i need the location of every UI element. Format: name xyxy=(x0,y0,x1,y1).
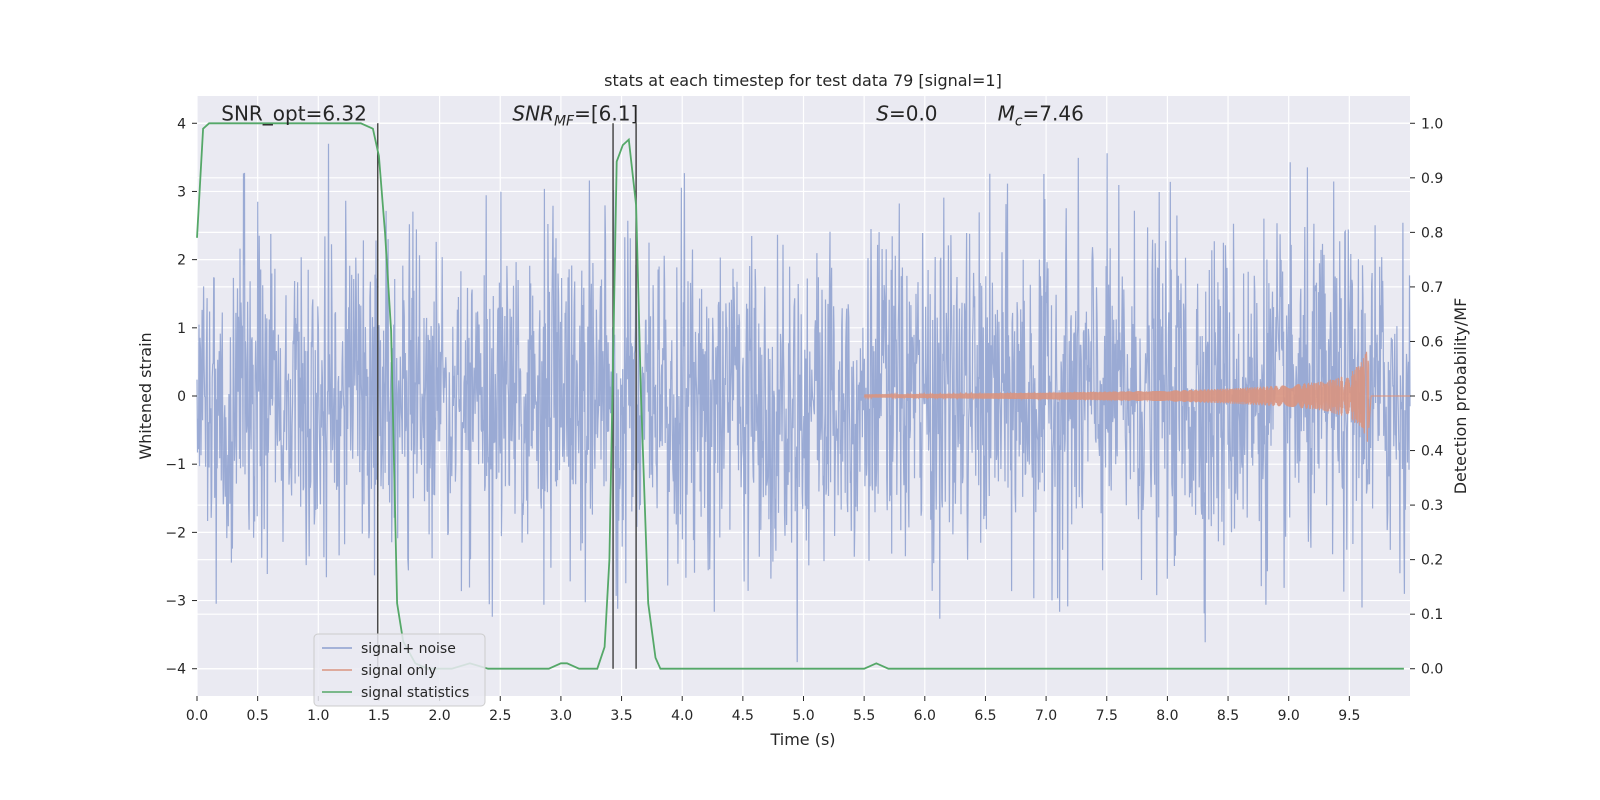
y-right-tick-label: 0.5 xyxy=(1421,389,1443,405)
y-right-tick-label: 1.0 xyxy=(1421,116,1443,132)
legend-box xyxy=(313,633,486,707)
x-tick-label: 4.5 xyxy=(732,708,754,724)
y-right-tick-label: 0.9 xyxy=(1421,171,1443,187)
y-right-tick-label: 0.0 xyxy=(1421,662,1443,678)
x-tick-label: 5.0 xyxy=(792,708,814,724)
y-right-axis-label: Detection probability/MF xyxy=(1451,298,1470,495)
x-tick-label: 6.0 xyxy=(914,708,936,724)
annotation-snr-mf: SNRMF=[6.1] xyxy=(512,101,638,129)
x-tick-label: 0.0 xyxy=(186,708,208,724)
x-axis-ticks: 0.0 0.5 1.0 1.5 2.0 2.5 3.0 3.5 4.0 4.5 5.0 5.5 6.0 6… xyxy=(186,696,1360,724)
y-right-tick-label: 0.3 xyxy=(1421,498,1443,514)
y-right-tick-label: 0.7 xyxy=(1421,280,1443,296)
y-left-tick-label: 3 xyxy=(177,184,186,200)
y-right-tick-label: 0.8 xyxy=(1421,225,1443,241)
y-left-tick-label: 4 xyxy=(177,116,186,132)
series-signal-statistics xyxy=(196,122,1404,670)
y-left-axis-ticks: −4 −3 −2 −1 0 1 2 3 4 xyxy=(165,116,197,678)
x-tick-label: 7.5 xyxy=(1096,708,1118,724)
x-tick-label: 3.5 xyxy=(610,708,632,724)
legend-label-signal-statistics: signal statistics xyxy=(361,685,469,701)
y-left-tick-label: 2 xyxy=(177,253,186,269)
series-signal-only xyxy=(863,351,1410,442)
x-tick-label: 0.5 xyxy=(247,708,269,724)
annotations: SNR_opt=6.32 SNRMF=[6.1] S=0.0 Mc=7.46 xyxy=(221,101,1084,129)
y-right-axis-ticks: 0.0 0.1 0.2 0.3 0.4 0.5 0.6 0.7 0.8 0.9 1.0 xyxy=(1410,116,1443,678)
x-axis-label: Time (s) xyxy=(769,730,835,749)
x-tick-label: 6.5 xyxy=(974,708,996,724)
y-left-tick-label: −1 xyxy=(165,457,186,473)
y-left-tick-label: 0 xyxy=(177,389,186,405)
x-tick-label: 4.0 xyxy=(671,708,693,724)
y-left-tick-label: 1 xyxy=(177,321,186,337)
y-right-tick-label: 0.2 xyxy=(1421,553,1443,569)
x-tick-label: 8.0 xyxy=(1156,708,1178,724)
chirp-trace xyxy=(863,351,1410,442)
x-tick-label: 2.0 xyxy=(428,708,450,724)
legend: signal+ noise signal only signal statist… xyxy=(313,633,486,707)
y-right-tick-label: 0.6 xyxy=(1421,334,1443,350)
x-tick-label: 9.5 xyxy=(1338,708,1360,724)
x-tick-label: 5.5 xyxy=(853,708,875,724)
annotation-chirp-mass: Mc=7.46 xyxy=(998,101,1084,129)
y-left-tick-label: −3 xyxy=(165,594,186,610)
noise-trace xyxy=(196,143,1411,663)
legend-label-signal-plus-noise: signal+ noise xyxy=(361,641,456,657)
series-signal-plus-noise xyxy=(196,143,1411,663)
x-tick-label: 9.0 xyxy=(1278,708,1300,724)
x-tick-label: 2.5 xyxy=(489,708,511,724)
statistics-trace xyxy=(196,122,1404,670)
x-tick-label: 1.0 xyxy=(307,708,329,724)
y-left-tick-label: −2 xyxy=(165,525,186,541)
y-right-tick-label: 0.1 xyxy=(1421,607,1443,623)
annotation-s-stat: S=0.0 xyxy=(876,101,937,125)
y-left-tick-label: −4 xyxy=(165,662,186,678)
chart-title: stats at each timestep for test data 79 … xyxy=(604,71,1002,90)
x-tick-label: 7.0 xyxy=(1035,708,1057,724)
y-left-axis-label: Whitened strain xyxy=(136,332,155,459)
legend-label-signal-only: signal only xyxy=(361,663,436,679)
x-tick-label: 3.0 xyxy=(550,708,572,724)
annotation-snr-opt: SNR_opt=6.32 xyxy=(221,101,367,125)
x-tick-label: 8.5 xyxy=(1217,708,1239,724)
y-right-tick-label: 0.4 xyxy=(1421,444,1443,460)
x-tick-label: 1.5 xyxy=(368,708,390,724)
